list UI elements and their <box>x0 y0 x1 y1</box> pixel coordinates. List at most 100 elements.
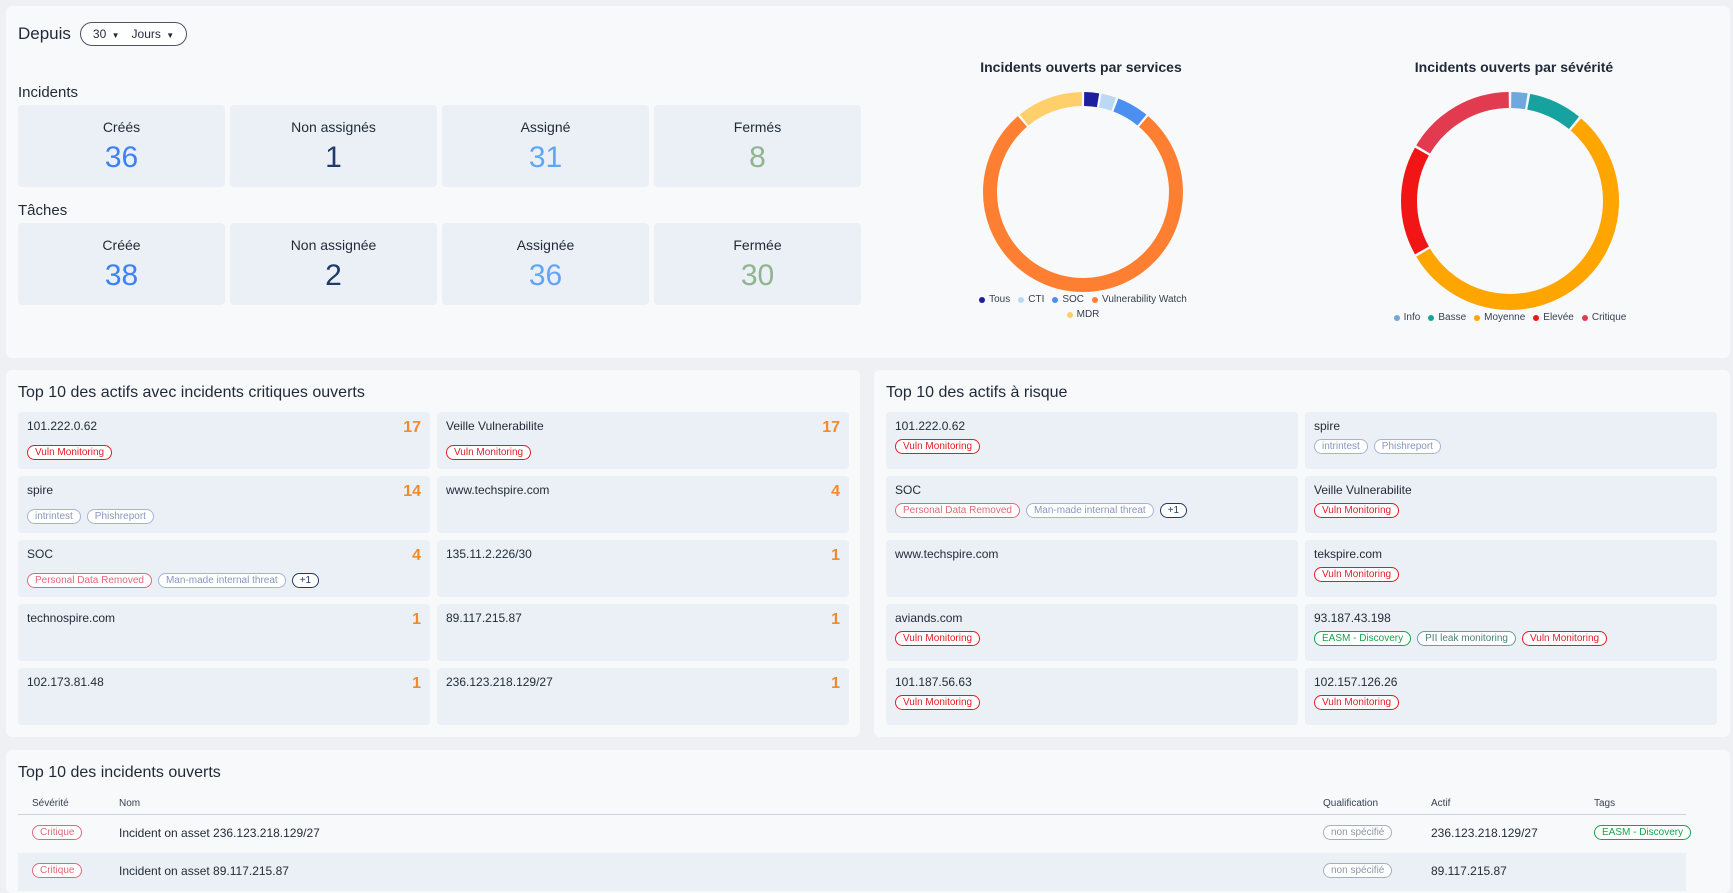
legend-dot <box>1474 314 1481 321</box>
stat-card[interactable]: Assigné 31 <box>442 105 649 187</box>
legend-item[interactable]: MDR <box>1066 309 1099 320</box>
asset-tile[interactable]: tekspire.com Vuln Monitoring <box>1305 540 1717 597</box>
asset-tile[interactable]: 101.187.56.63 Vuln Monitoring <box>886 668 1298 725</box>
tag[interactable]: +1 <box>1159 503 1188 518</box>
asset-count: 1 <box>831 611 840 628</box>
stat-card[interactable]: Assignée 36 <box>442 223 649 305</box>
tag[interactable]: Vuln Monitoring <box>27 445 113 460</box>
tag[interactable]: Vuln Monitoring <box>895 631 981 646</box>
asset-tile[interactable]: www.techspire.com 4 <box>437 476 849 533</box>
donut-slice-mdr[interactable] <box>1019 92 1083 126</box>
column-header-asset[interactable]: Actif <box>1431 798 1451 809</box>
stat-card[interactable]: Fermés 8 <box>654 105 861 187</box>
asset-tile[interactable]: 236.123.218.129/27 1 <box>437 668 849 725</box>
stat-card[interactable]: Créée 38 <box>18 223 225 305</box>
tag[interactable]: Man-made internal threat <box>157 573 286 588</box>
tag[interactable]: PII leak monitoring <box>1417 631 1516 646</box>
incident-name[interactable]: Incident on asset 236.123.218.129/27 <box>119 826 320 840</box>
period-count[interactable]: 30 ▼ <box>92 27 120 41</box>
asset-tile[interactable]: 89.117.215.87 1 <box>437 604 849 661</box>
legend-item[interactable]: Critique <box>1581 312 1626 323</box>
donut-slice-elevée[interactable] <box>1401 147 1430 255</box>
legend-item[interactable]: Vulnerability Watch <box>1092 294 1187 305</box>
asset-count: 1 <box>831 675 840 692</box>
asset-tile[interactable]: spire intrintest Phishreport <box>1305 412 1717 469</box>
donut-slice-critique[interactable] <box>1416 92 1510 154</box>
column-header-severity[interactable]: Sévérité <box>32 798 69 809</box>
asset-tile[interactable]: Veille Vulnerabilite Vuln Monitoring <box>1305 476 1717 533</box>
asset-tags: EASM - Discovery PII leak monitoring Vuln … <box>1314 631 1608 646</box>
tag[interactable]: EASM - Discovery <box>1314 631 1412 646</box>
donut-slice-tous[interactable] <box>1083 92 1100 108</box>
donut-slice-info[interactable] <box>1510 92 1528 110</box>
tag[interactable]: Phishreport <box>1373 439 1441 454</box>
period-unit[interactable]: Jours ▼ <box>131 27 175 41</box>
tag[interactable]: Vuln Monitoring <box>895 695 981 710</box>
asset-name: tekspire.com <box>1314 547 1383 561</box>
tag[interactable]: Vuln Monitoring <box>1314 503 1400 518</box>
legend-item[interactable]: Tous <box>979 294 1010 305</box>
table-row[interactable]: Critique Incident on asset 89.117.215.87 n… <box>18 853 1686 891</box>
asset-tile[interactable]: Veille Vulnerabilite 17 Vuln Monitoring <box>437 412 849 469</box>
asset-tile[interactable]: 135.11.2.226/30 1 <box>437 540 849 597</box>
tag[interactable]: Vuln Monitoring <box>895 439 981 454</box>
legend-label: Info <box>1403 312 1421 323</box>
asset-tags: Vuln Monitoring <box>27 445 113 460</box>
legend-item[interactable]: Elevée <box>1533 312 1574 323</box>
asset-tile[interactable]: technospire.com 1 <box>18 604 430 661</box>
tag[interactable]: intrintest <box>27 509 81 524</box>
asset-tile[interactable]: 101.222.0.62 Vuln Monitoring <box>886 412 1298 469</box>
asset-tile[interactable]: 101.222.0.62 17 Vuln Monitoring <box>18 412 430 469</box>
tag[interactable]: Personal Data Removed <box>895 503 1020 518</box>
donut-slice-moyenne[interactable] <box>1416 118 1619 310</box>
tag[interactable]: Vuln Monitoring <box>1521 631 1608 646</box>
incident-asset[interactable]: 236.123.218.129/27 <box>1431 826 1538 840</box>
column-header-name[interactable]: Nom <box>119 798 141 809</box>
tag[interactable]: intrintest <box>1314 439 1368 454</box>
incident-tag[interactable]: EASM - Discovery <box>1594 825 1692 840</box>
legend-item[interactable]: SOC <box>1052 294 1084 305</box>
asset-tile[interactable]: aviands.com Vuln Monitoring <box>886 604 1298 661</box>
tag[interactable]: Vuln Monitoring <box>1314 695 1400 710</box>
legend-dot <box>1533 314 1540 321</box>
period-filter-label: Depuis <box>18 24 71 43</box>
stat-card[interactable]: Fermée 30 <box>654 223 861 305</box>
asset-tags: Personal Data Removed Man-made internal t… <box>895 503 1188 518</box>
table-row[interactable]: Critique Incident on asset 236.123.218.12… <box>18 815 1692 853</box>
stat-card[interactable]: Créés 36 <box>18 105 225 187</box>
asset-tile[interactable]: 93.187.43.198 EASM - Discovery PII leak mo… <box>1305 604 1717 661</box>
tag[interactable]: +1 <box>291 573 320 588</box>
legend-label: Vulnerability Watch <box>1102 294 1187 305</box>
donut-slice-vulnerability-watch[interactable] <box>983 116 1183 292</box>
asset-tags: Vuln Monitoring <box>446 445 532 460</box>
asset-tile[interactable]: 102.173.81.48 1 <box>18 668 430 725</box>
asset-name: www.techspire.com <box>446 483 550 497</box>
tag[interactable]: Vuln Monitoring <box>446 445 532 460</box>
stat-card[interactable]: Non assignée 2 <box>230 223 437 305</box>
stat-value: 31 <box>528 141 563 174</box>
asset-tile[interactable]: SOC Personal Data Removed Man-made interna… <box>886 476 1298 533</box>
tag[interactable]: Vuln Monitoring <box>1314 567 1400 582</box>
tag[interactable]: Phishreport <box>86 509 154 524</box>
incident-name[interactable]: Incident on asset 89.117.215.87 <box>119 864 289 878</box>
legend-item[interactable]: Info <box>1393 312 1421 323</box>
tag[interactable]: Personal Data Removed <box>27 573 152 588</box>
incident-asset[interactable]: 89.117.215.87 <box>1431 864 1507 878</box>
tag[interactable]: Man-made internal threat <box>1025 503 1154 518</box>
period-filter: Depuis 30 ▼ Jours ▼ <box>18 22 188 46</box>
period-select[interactable]: 30 ▼ Jours ▼ <box>79 22 188 46</box>
stat-card[interactable]: Non assignés 1 <box>230 105 437 187</box>
asset-tile[interactable]: spire 14 intrintest Phishreport <box>18 476 430 533</box>
legend-item[interactable]: Moyenne <box>1474 312 1525 323</box>
legend-item[interactable]: Basse <box>1428 312 1466 323</box>
asset-tile[interactable]: SOC 4 Personal Data Removed Man-made intern… <box>18 540 430 597</box>
donut-slice-basse[interactable] <box>1527 93 1580 130</box>
asset-name: www.techspire.com <box>895 547 999 561</box>
donut-slice-cti[interactable] <box>1098 93 1117 111</box>
asset-tile[interactable]: 102.157.126.26 Vuln Monitoring <box>1305 668 1717 725</box>
donut-slice-soc[interactable] <box>1113 98 1147 126</box>
column-header-tags[interactable]: Tags <box>1594 798 1616 809</box>
legend-item[interactable]: CTI <box>1018 294 1044 305</box>
column-header-qualification[interactable]: Qualification <box>1323 798 1379 809</box>
asset-tile[interactable]: www.techspire.com <box>886 540 1298 597</box>
